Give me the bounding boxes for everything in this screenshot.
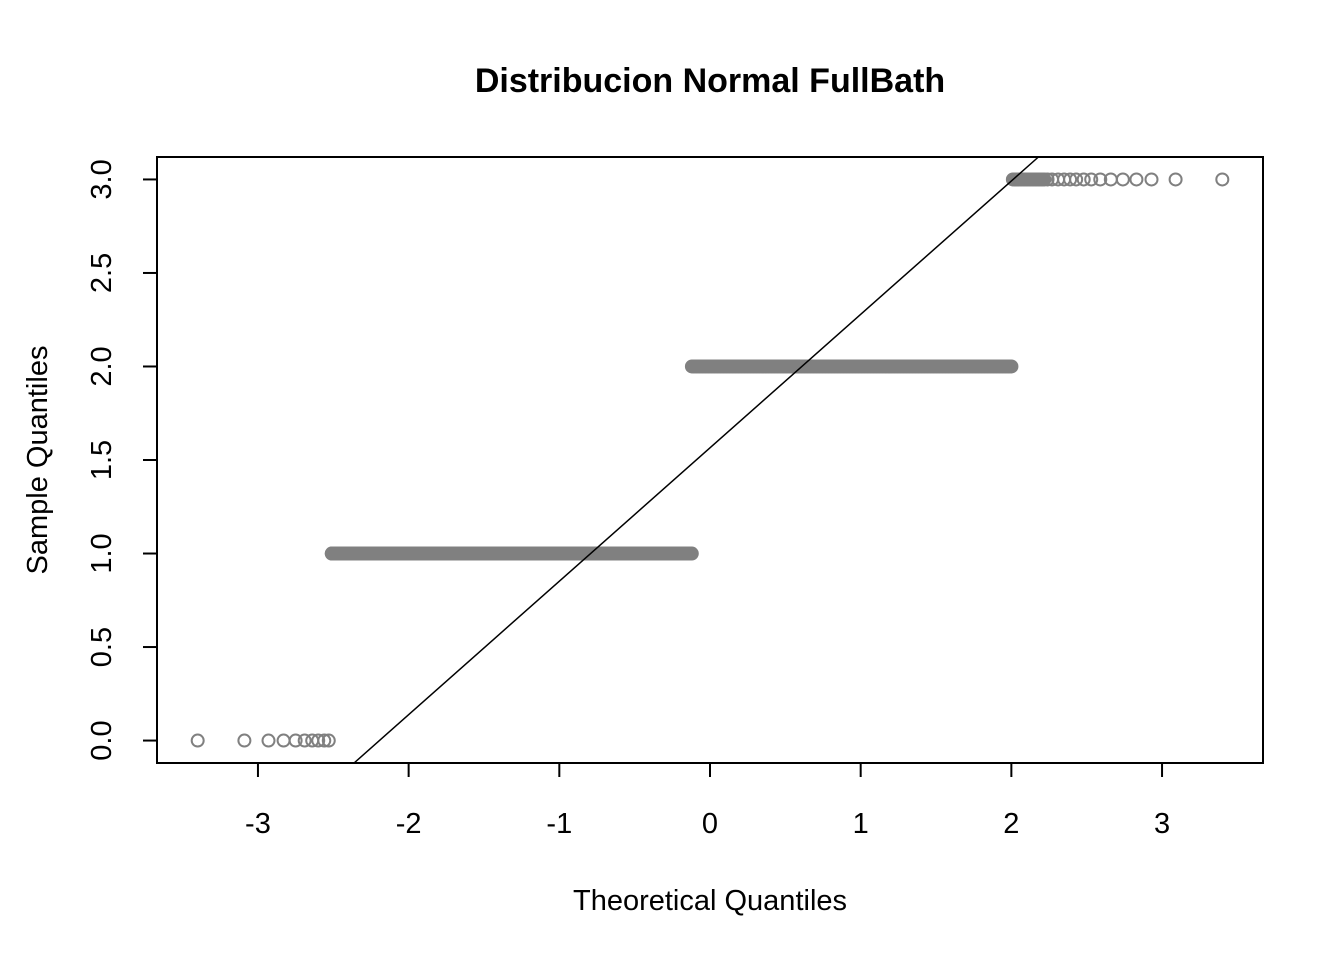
x-axis-label: Theoretical Quantiles (573, 885, 847, 917)
y-tick-label: 1.5 (86, 440, 118, 480)
x-tick-label: 0 (702, 808, 718, 840)
data-point (1093, 172, 1108, 187)
data-point (261, 733, 276, 748)
x-axis: -3 -2 -1 0 1 2 3 (245, 762, 1170, 840)
data-point (311, 733, 326, 748)
x-tick-label: -3 (245, 808, 271, 840)
reference-line (353, 156, 1039, 764)
chart-title: Distribucion Normal FullBath (475, 62, 945, 100)
x-tick-label: -2 (396, 808, 422, 840)
x-tick-label: 1 (853, 808, 869, 840)
x-tick-label: -1 (546, 808, 572, 840)
data-point (1115, 172, 1130, 187)
data-point (317, 733, 332, 748)
data-point (288, 733, 303, 748)
y-tick-label: 2.5 (86, 253, 118, 293)
data-point (1069, 172, 1084, 187)
data-point (1168, 172, 1183, 187)
data-point (1076, 172, 1091, 187)
data-point (1063, 172, 1078, 187)
data-point (684, 546, 699, 561)
y-tick-label: 3.0 (86, 159, 118, 199)
data-point (1004, 359, 1019, 374)
data-point (276, 733, 291, 748)
plot-frame (156, 156, 1264, 764)
y-tick-label: 0.5 (86, 627, 118, 667)
data-point (1215, 172, 1230, 187)
data-point (1084, 172, 1099, 187)
data-point (297, 733, 312, 748)
y-tick-label: 0.0 (86, 720, 118, 760)
data-point (1144, 172, 1159, 187)
x-tick-label: 3 (1154, 808, 1170, 840)
y-axis-label: Sample Quantiles (22, 346, 54, 575)
data-point (1129, 172, 1144, 187)
data-point (1040, 172, 1055, 187)
x-tick-label: 2 (1003, 808, 1019, 840)
data-points (190, 172, 1230, 748)
y-tick-label: 2.0 (86, 346, 118, 386)
data-point (190, 733, 205, 748)
data-point (237, 733, 252, 748)
data-point (321, 733, 336, 748)
y-axis: 0.0 0.5 1.0 1.5 2.0 2.5 3.0 (86, 159, 158, 761)
y-tick-label: 1.0 (86, 533, 118, 573)
